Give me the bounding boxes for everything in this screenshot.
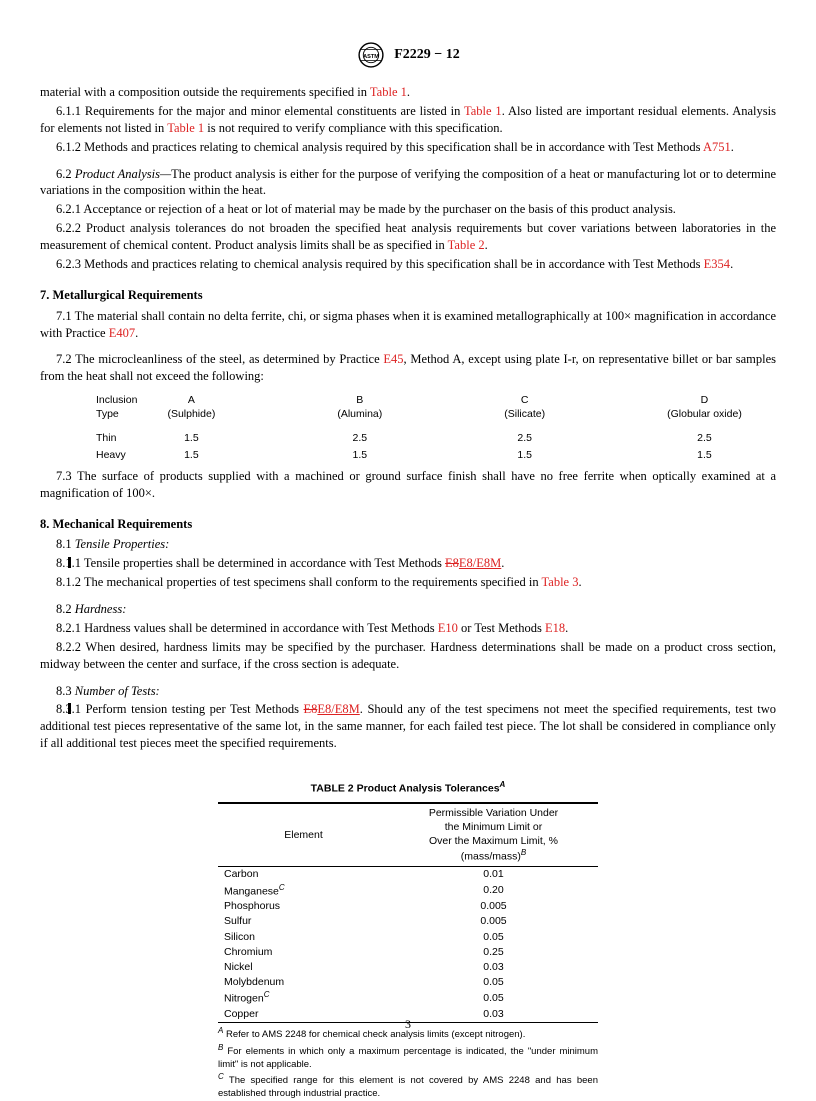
astm-logo-icon: ASTM [356, 40, 386, 70]
link-table3: Table 3 [542, 575, 579, 589]
para-73: 7.3 The surface of products supplied wit… [40, 468, 776, 502]
strike-e8-b: E8 [304, 702, 318, 716]
tolerance-table-block: TABLE 2 Product Analysis TolerancesA Ele… [218, 780, 598, 1101]
para-71: 7.1 The material shall contain no delta … [40, 308, 776, 342]
section-8-title: 8. Mechanical Requirements [40, 516, 776, 533]
link-table1: Table 1 [370, 85, 407, 99]
link-table1-b: Table 1 [464, 104, 502, 118]
link-e45: E45 [383, 352, 403, 366]
tolerance-table: Element Permissible Variation Under the … [218, 802, 598, 1023]
strike-e8: E8 [445, 556, 459, 570]
section-7-title: 7. Metallurgical Requirements [40, 287, 776, 304]
link-e8e8m: E8/E8M [459, 556, 501, 570]
para-82: 8.2 Hardness: [40, 601, 776, 618]
para-622: 6.2.2 Product analysis tolerances do not… [40, 220, 776, 254]
standard-number: F2229 − 12 [394, 46, 460, 65]
para-821: 8.2.1 Hardness values shall be determine… [40, 620, 776, 637]
para-72: 7.2 The microcleanliness of the steel, a… [40, 351, 776, 385]
link-e354: E354 [704, 257, 730, 271]
link-e10: E10 [438, 621, 458, 635]
para-top: material with a composition outside the … [40, 84, 776, 101]
tolerance-title: TABLE 2 Product Analysis TolerancesA [218, 780, 598, 796]
para-812: 8.1.2 The mechanical properties of test … [40, 574, 776, 591]
para-623: 6.2.3 Methods and practices relating to … [40, 256, 776, 273]
link-e407: E407 [109, 326, 135, 340]
para-62: 6.2 Product Analysis—The product analysi… [40, 166, 776, 200]
link-a751: A751 [703, 140, 731, 154]
para-612: 6.1.2 Methods and practices relating to … [40, 139, 776, 156]
change-bar-icon [68, 557, 71, 568]
para-611: 6.1.1 Requirements for the major and min… [40, 103, 776, 137]
page-header: ASTM F2229 − 12 [40, 40, 776, 70]
link-table2: Table 2 [448, 238, 485, 252]
para-81: 8.1 Tensile Properties: [40, 536, 776, 553]
para-621: 6.2.1 Acceptance or rejection of a heat … [40, 201, 776, 218]
svg-text:ASTM: ASTM [363, 54, 379, 60]
change-bar-icon [68, 703, 71, 714]
para-811: 8.1.1 Tensile properties shall be determ… [40, 555, 776, 572]
link-e8e8m-b: E8/E8M [317, 702, 359, 716]
link-table1-c: Table 1 [167, 121, 204, 135]
para-83: 8.3 Number of Tests: [40, 683, 776, 700]
inclusion-table: InclusionType A(Sulphide) B(Alumina) C(S… [80, 391, 758, 464]
link-e18: E18 [545, 621, 565, 635]
tolerance-notes: A Refer to AMS 2248 for chemical check a… [218, 1026, 598, 1101]
para-822: 8.2.2 When desired, hardness limits may … [40, 639, 776, 673]
para-831: 8.3.1 Perform tension testing per Test M… [40, 701, 776, 752]
page-number: 3 [0, 1016, 816, 1032]
